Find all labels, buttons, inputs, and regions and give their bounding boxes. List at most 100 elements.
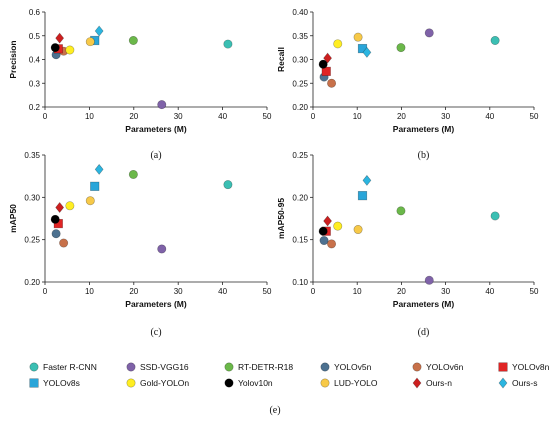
- point-ssd-vgg16: [424, 275, 434, 285]
- y-tick-label: 0.5: [29, 32, 41, 41]
- point-ssd-vgg16: [157, 100, 167, 110]
- legend-item: RT-DETR-R18: [224, 362, 293, 372]
- legend-marker: [126, 362, 136, 372]
- point-yolov5n: [51, 229, 61, 239]
- x-tick-label: 0: [311, 112, 316, 121]
- point-rt-detr-r18: [128, 35, 138, 45]
- x-tick-label: 0: [311, 287, 316, 296]
- y-axis-label: mAP50-95: [276, 198, 286, 239]
- y-tick-label: 0.40: [292, 8, 308, 17]
- legend-label: Gold-YOLOn: [140, 378, 189, 388]
- x-tick-label: 40: [485, 112, 494, 121]
- x-tick-label: 30: [174, 287, 183, 296]
- point-lud-yolo: [353, 225, 363, 235]
- point-yolov6n: [327, 239, 337, 249]
- legend-label: YOLOv6n: [426, 362, 464, 372]
- point-yolov8s: [90, 181, 100, 191]
- point-yolov10n: [318, 59, 328, 69]
- legend-marker: [224, 362, 234, 372]
- legend-label: Ours-n: [426, 378, 452, 388]
- x-tick-label: 10: [353, 112, 362, 121]
- point-yolov6n: [327, 78, 337, 88]
- y-axis-label: Precision: [8, 40, 18, 78]
- point-yolov8s: [357, 191, 368, 201]
- legend-marker: [498, 377, 508, 389]
- chart-panel-b: 0 10 20 30 40 50 0.20 0.25 0.30 0.35 0.40 Parameter…: [276, 8, 539, 161]
- point-faster-r-cnn: [490, 35, 500, 45]
- y-tick-label: 0.2: [29, 103, 41, 112]
- legend-label: Ours-s: [512, 378, 538, 388]
- legend-marker: [320, 378, 330, 388]
- x-tick-label: 30: [174, 112, 183, 121]
- x-tick-label: 20: [129, 112, 138, 121]
- legend-marker: [29, 378, 39, 388]
- panel-caption: (c): [150, 327, 161, 338]
- x-tick-label: 40: [218, 287, 227, 296]
- legend-item: YOLOv6n: [412, 362, 464, 372]
- legend-label: Faster R-CNN: [43, 362, 97, 372]
- point-yolov6n: [59, 238, 69, 248]
- panel-caption: (d): [418, 327, 430, 338]
- y-tick-label: 0.25: [24, 236, 40, 245]
- point-ours-n: [55, 32, 65, 44]
- y-axis-label: mAP50: [8, 204, 18, 233]
- legend-label: Yolov10n: [238, 378, 273, 388]
- legend-item: Ours-n: [412, 377, 452, 389]
- legend-marker: [412, 377, 422, 389]
- point-yolov5n: [319, 236, 329, 246]
- legend-label: YOLOv8n: [512, 362, 550, 372]
- point-lud-yolo: [353, 32, 363, 42]
- point-yolov10n: [50, 43, 60, 53]
- y-tick-label: 0.10: [292, 278, 308, 287]
- y-tick-label: 0.20: [24, 278, 40, 287]
- point-gold-yolon: [65, 45, 75, 55]
- legend-label: YOLOv5n: [334, 362, 372, 372]
- point-ssd-vgg16: [157, 244, 167, 254]
- panel-caption: (b): [418, 150, 430, 161]
- point-gold-yolon: [333, 39, 343, 49]
- legend-item: Ours-s: [498, 377, 538, 389]
- y-tick-label: 0.25: [292, 151, 308, 160]
- legend-marker: [412, 362, 422, 372]
- x-axis-label: Parameters (M): [125, 299, 187, 309]
- x-tick-label: 10: [353, 287, 362, 296]
- legend-label: YOLOv8s: [43, 378, 80, 388]
- y-tick-label: 0.15: [292, 236, 308, 245]
- x-tick-label: 50: [530, 287, 539, 296]
- x-tick-label: 10: [85, 287, 94, 296]
- panel-caption: (a): [150, 150, 161, 161]
- point-rt-detr-r18: [128, 169, 138, 179]
- x-axis-label: Parameters (M): [393, 124, 455, 134]
- legend-item: YOLOv5n: [320, 362, 372, 372]
- chart-panel-a: 0 10 20 30 40 50 0.2 0.3 0.4 0.5 0.6 Parameters (M)…: [8, 8, 272, 161]
- y-tick-label: 0.30: [24, 193, 40, 202]
- point-ours-n: [55, 202, 65, 213]
- legend-item: Faster R-CNN: [29, 362, 97, 372]
- y-tick-label: 0.35: [292, 32, 308, 41]
- y-tick-label: 0.30: [292, 56, 308, 65]
- y-tick-label: 0.25: [292, 79, 308, 88]
- point-ours-s: [362, 174, 372, 186]
- x-tick-label: 50: [263, 112, 272, 121]
- x-tick-label: 0: [43, 287, 48, 296]
- x-axis-label: Parameters (M): [125, 124, 187, 134]
- legend-item: SSD-VGG16: [126, 362, 189, 372]
- legend-marker: [498, 362, 508, 372]
- chart-panel-c: 0 10 20 30 40 50 0.20 0.25 0.30 0.35 Parameters (M…: [8, 151, 272, 338]
- point-faster-r-cnn: [223, 39, 233, 49]
- legend-label: RT-DETR-R18: [238, 362, 293, 372]
- x-tick-label: 0: [43, 112, 48, 121]
- legend-marker: [224, 378, 234, 388]
- x-tick-label: 30: [441, 112, 450, 121]
- legend-item: YOLOv8s: [29, 378, 80, 388]
- point-yolov10n: [318, 226, 328, 236]
- point-ssd-vgg16: [424, 28, 434, 38]
- point-faster-r-cnn: [490, 211, 500, 221]
- x-axis-label: Parameters (M): [393, 299, 455, 309]
- legend-item: Yolov10n: [224, 378, 273, 388]
- legend-label: SSD-VGG16: [140, 362, 189, 372]
- x-tick-label: 50: [530, 112, 539, 121]
- point-lud-yolo: [85, 37, 95, 47]
- point-ours-s: [94, 25, 104, 37]
